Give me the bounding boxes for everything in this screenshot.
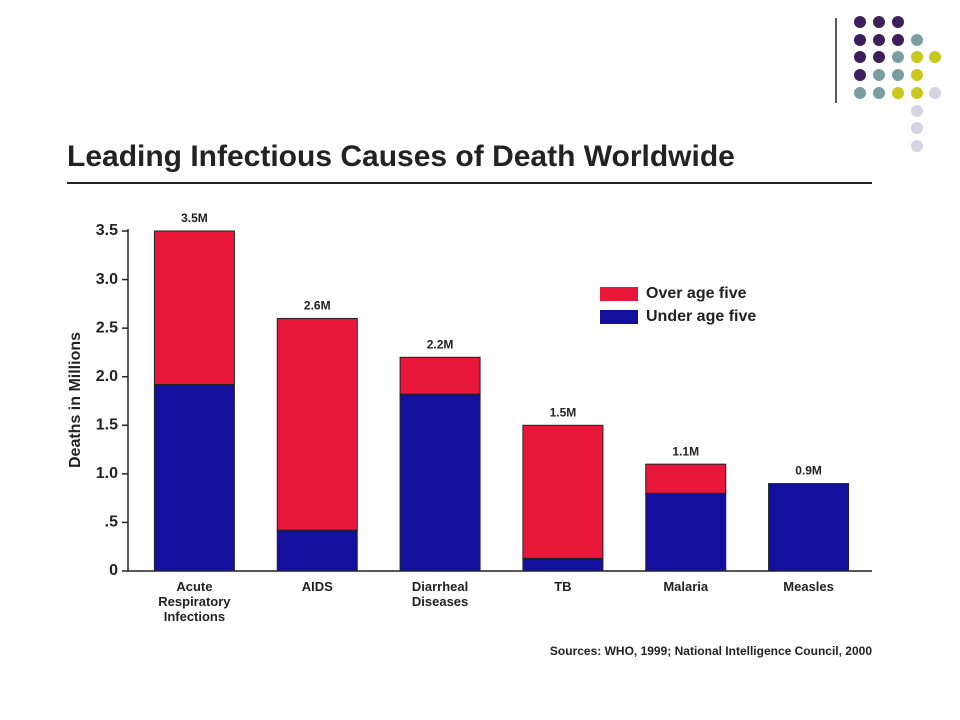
total-label: 3.5M [181,211,208,225]
x-tick-label: AIDS [301,579,333,594]
x-tick-label: Diarrheal Diseases [411,579,469,609]
total-label: 1.1M [672,444,699,458]
legend-label: Over age five [646,285,747,302]
bar-segment [645,492,727,572]
y-tick-label: .5 [105,514,118,531]
y-tick-label: 1.0 [96,465,118,482]
bar-segment [276,317,358,531]
x-tick-label: Measles [783,579,834,594]
decoration [835,16,941,152]
y-tick-label: 1.5 [96,417,118,434]
bar-segment [399,356,481,395]
y-tick-label: 2.5 [96,319,118,336]
x-tick-label: Acute Respiratory Infections [158,579,231,624]
bar-segment [153,230,235,385]
x-tick-label: Malaria [663,579,709,594]
bar-segment [276,529,358,572]
y-axis-label: Deaths in Millions [67,332,84,468]
bar-segment [153,383,235,572]
total-label: 2.6M [304,299,331,313]
total-label: 2.2M [427,337,454,351]
legend-swatch [600,287,638,301]
bar-segment [399,393,481,572]
bar-segment [522,557,604,572]
total-label: 1.5M [550,405,577,419]
chart-title: Leading Infectious Causes of Death World… [67,140,735,173]
bar-segment [768,483,850,572]
total-label: 0.9M [795,464,822,478]
legend-label: Under age five [646,308,756,325]
dots [854,16,941,152]
y-tick-label: 3.5 [96,222,118,239]
source: Sources: WHO, 1999; National Intelligenc… [550,644,872,658]
y-tick-label: 2.0 [96,368,118,385]
x-tick-label: TB [554,579,572,594]
y-tick-label: 0 [109,562,118,579]
bar-segment [522,424,604,559]
legend-swatch [600,310,638,324]
bar-segment [645,463,727,494]
y-tick-label: 3.0 [96,271,118,288]
